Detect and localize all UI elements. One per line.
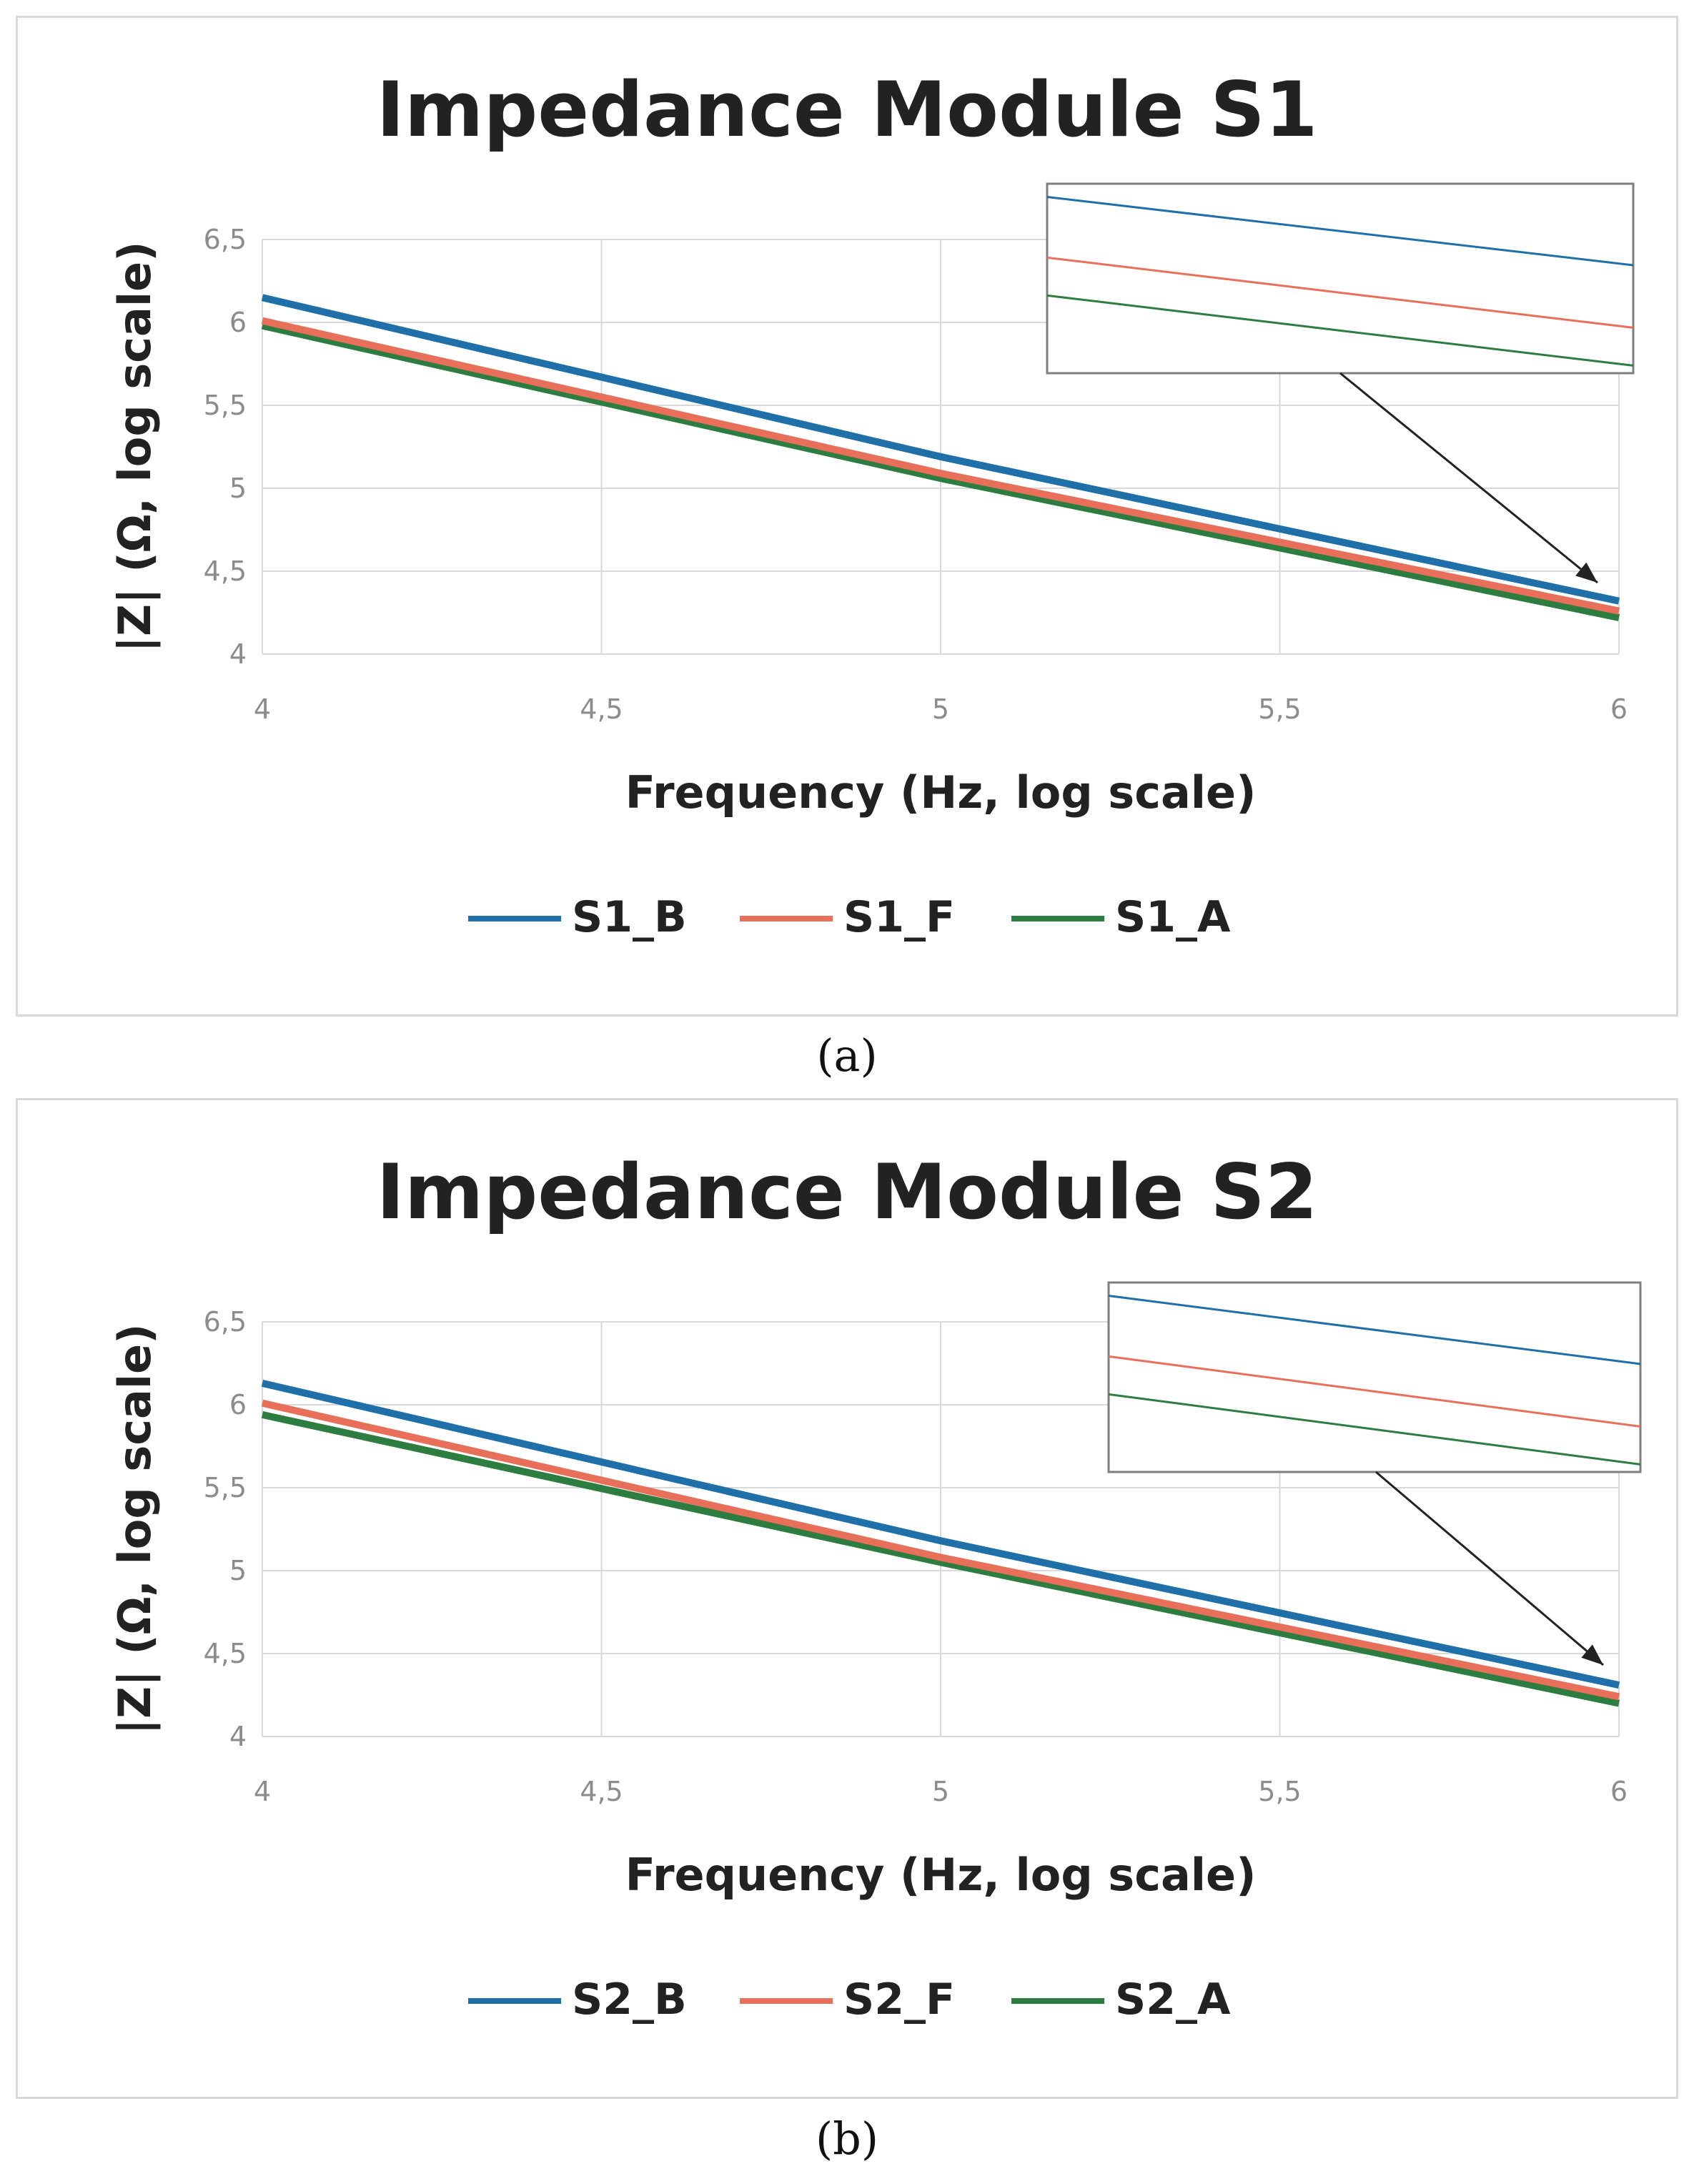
- zoom-inset-frame: [1046, 182, 1635, 375]
- chart-panel-s1: Impedance Module S1 4 4,5 5 5,5 6 4 4,5 5 5,5 6 6,5…: [16, 16, 1678, 1017]
- zoom-inset-line-S1_F: [1046, 256, 1634, 329]
- x-axis-title: Frequency (Hz, log scale): [625, 766, 1257, 819]
- x-tick-label: 5: [932, 693, 949, 725]
- zoom-inset-line-S2_F: [1108, 1355, 1641, 1428]
- x-tick-label: 6: [1610, 693, 1628, 725]
- series-line-S1_B: [261, 294, 1620, 605]
- caption-a: (a): [816, 1029, 878, 1082]
- zoom-inset: [1046, 182, 1635, 375]
- zoom-inset-line-S2_A: [1108, 1393, 1641, 1466]
- zoom-arrow-head: [1575, 562, 1598, 583]
- chart-s2-svg: Impedance Module S2 4 4,5 5 5,5 6 4 4,5 5 5,5 6 6,5…: [109, 1148, 1642, 2025]
- x-tick-label: 4: [254, 1776, 271, 1807]
- y-tick-label: 4,5: [204, 1638, 247, 1669]
- chart-s1-svg: Impedance Module S1 4 4,5 5 5,5 6 4 4,5 5 5,5 6 6,5…: [109, 66, 1635, 942]
- legend-label-S2_A: S2_A: [1115, 1975, 1231, 2025]
- legend-label-S2_B: S2_B: [572, 1975, 687, 2025]
- y-tick-label: 5: [229, 473, 247, 504]
- y-axis-title: |Z| (Ω, log scale): [109, 242, 162, 653]
- x-tick-label: 4,5: [580, 1776, 623, 1807]
- series-line-S1_A: [261, 322, 1620, 621]
- chart-title: Impedance Module S2: [376, 1148, 1317, 1236]
- zoom-inset-line-S1_B: [1046, 196, 1634, 267]
- chart-panel-s2: Impedance Module S2 4 4,5 5 5,5 6 4 4,5 5 5,5 6 6,5…: [16, 1098, 1678, 2099]
- series-line-S1_F: [261, 317, 1620, 615]
- y-tick-label: 5,5: [204, 1472, 247, 1503]
- legend-label-S1_F: S1_F: [843, 892, 955, 942]
- y-tick-label: 4: [229, 638, 247, 670]
- zoom-inset: [1107, 1281, 1642, 1473]
- y-tick-label: 6: [229, 307, 247, 338]
- series-line-S2_B: [261, 1379, 1620, 1689]
- caption-b: (b): [815, 2113, 879, 2165]
- series-line-S2_F: [261, 1399, 1620, 1701]
- legend-label-S1_A: S1_A: [1115, 892, 1231, 942]
- zoom-inset-line-S2_B: [1108, 1295, 1641, 1365]
- x-tick-label: 5,5: [1258, 693, 1301, 725]
- y-tick-label: 5,5: [204, 390, 247, 421]
- y-tick-label: 4,5: [204, 555, 247, 587]
- legend-label-S2_F: S2_F: [843, 1975, 955, 2025]
- x-tick-label: 6: [1610, 1776, 1628, 1807]
- zoom-arrow-line: [1375, 1471, 1604, 1666]
- zoom-arrow-head: [1581, 1644, 1603, 1665]
- chart-title: Impedance Module S1: [376, 66, 1317, 154]
- zoom-arrow-line: [1339, 372, 1598, 584]
- y-axis-title: |Z| (Ω, log scale): [109, 1324, 162, 1735]
- x-tick-label: 4,5: [580, 693, 623, 725]
- y-tick-label: 6,5: [204, 1306, 247, 1338]
- x-tick-label: 5,5: [1258, 1776, 1301, 1807]
- y-tick-label: 4: [229, 1721, 247, 1752]
- x-tick-label: 5: [932, 1776, 949, 1807]
- x-tick-label: 4: [254, 693, 271, 725]
- series-line-S2_A: [261, 1411, 1620, 1707]
- x-axis-title: Frequency (Hz, log scale): [625, 1849, 1257, 1901]
- zoom-inset-frame: [1107, 1281, 1642, 1473]
- legend-label-S1_B: S1_B: [572, 892, 687, 942]
- y-tick-label: 5: [229, 1555, 247, 1586]
- y-tick-label: 6: [229, 1389, 247, 1420]
- y-tick-label: 6,5: [204, 224, 247, 255]
- zoom-inset-line-S1_A: [1046, 294, 1634, 367]
